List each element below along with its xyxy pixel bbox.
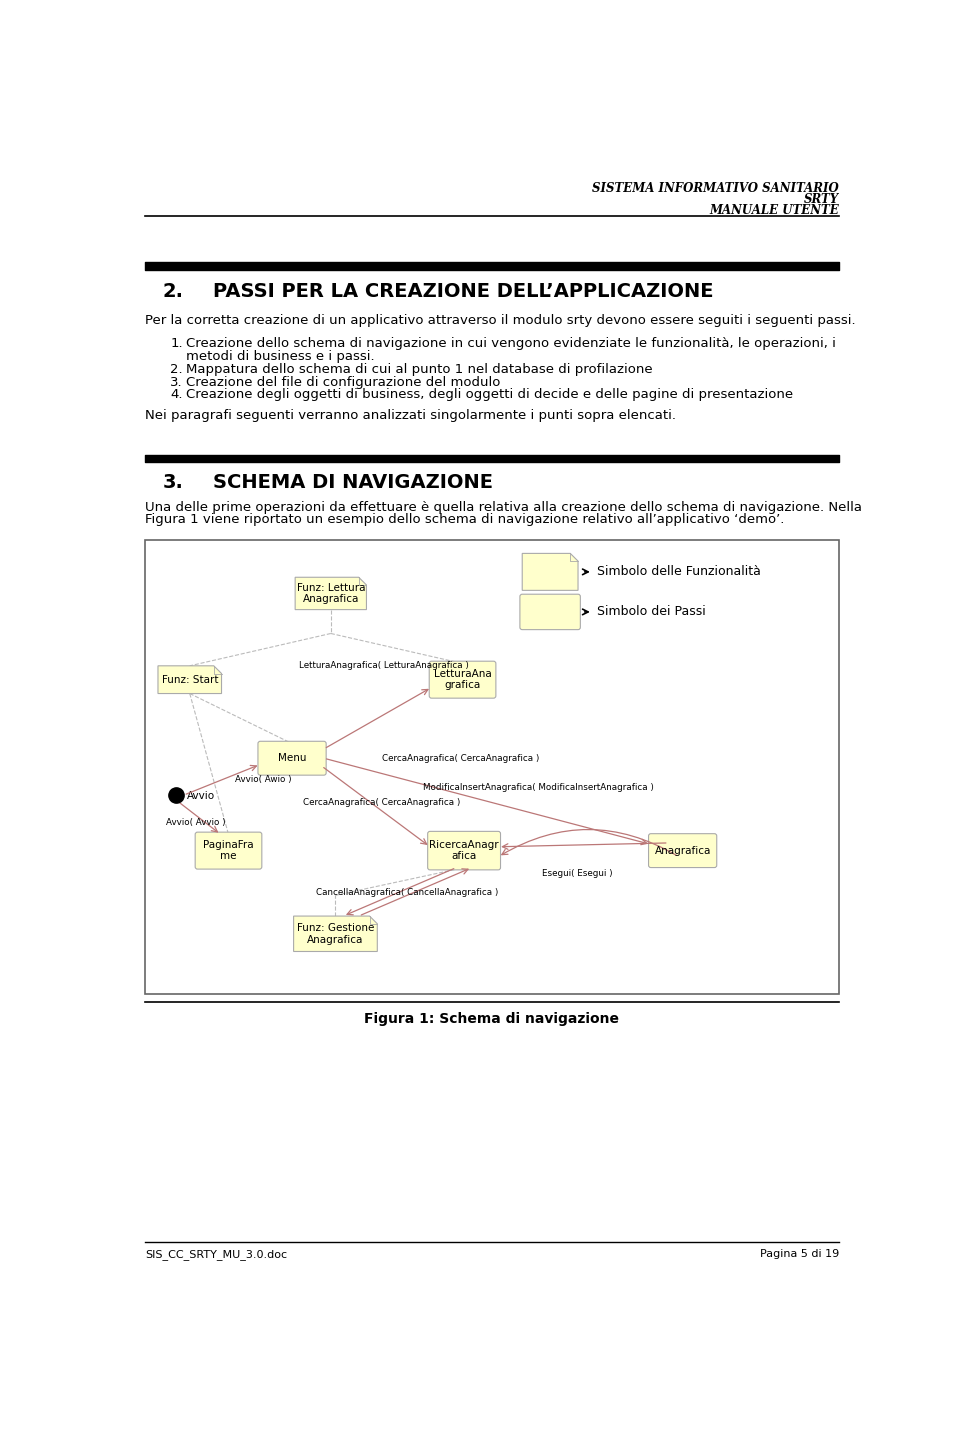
FancyBboxPatch shape <box>258 742 326 775</box>
FancyBboxPatch shape <box>427 832 500 870</box>
Text: Menu: Menu <box>277 753 306 763</box>
Text: Mappatura dello schema di cui al punto 1 nel database di profilazione: Mappatura dello schema di cui al punto 1… <box>186 363 653 376</box>
Text: 1.: 1. <box>170 337 183 350</box>
Polygon shape <box>294 916 377 952</box>
FancyBboxPatch shape <box>649 833 717 867</box>
Text: SCHEMA DI NAVIGAZIONE: SCHEMA DI NAVIGAZIONE <box>213 473 493 493</box>
Text: 2.: 2. <box>170 363 183 376</box>
Text: Figura 1: Schema di navigazione: Figura 1: Schema di navigazione <box>365 1012 619 1026</box>
Text: Anagrafica: Anagrafica <box>655 846 710 856</box>
Bar <box>145 540 839 993</box>
Text: SRTY: SRTY <box>804 193 839 206</box>
Text: 3.: 3. <box>170 376 183 389</box>
Text: metodi di business e i passi.: metodi di business e i passi. <box>186 350 374 363</box>
Text: 2.: 2. <box>162 282 183 300</box>
Text: Per la corretta creazione di un applicativo attraverso il modulo srty devono ess: Per la corretta creazione di un applicat… <box>145 314 855 327</box>
Polygon shape <box>295 577 367 610</box>
Text: SIS_CC_SRTY_MU_3.0.doc: SIS_CC_SRTY_MU_3.0.doc <box>145 1249 287 1260</box>
Text: Esegui( Esegui ): Esegui( Esegui ) <box>542 869 612 879</box>
Polygon shape <box>158 666 222 693</box>
Text: Pagina 5 di 19: Pagina 5 di 19 <box>760 1249 839 1259</box>
Text: LetturaAna
grafica: LetturaAna grafica <box>434 669 492 690</box>
Text: CercaAnagrafica( CercaAnagrafica ): CercaAnagrafica( CercaAnagrafica ) <box>303 799 461 807</box>
Text: Avvio: Avvio <box>186 790 215 800</box>
Text: Creazione del file di configurazione del modulo: Creazione del file di configurazione del… <box>186 376 500 389</box>
Text: SISTEMA INFORMATIVO SANITARIO: SISTEMA INFORMATIVO SANITARIO <box>592 183 839 196</box>
Text: Nei paragrafi seguenti verranno analizzati singolarmente i punti sopra elencati.: Nei paragrafi seguenti verranno analizza… <box>145 409 676 422</box>
Text: Simbolo delle Funzionalità: Simbolo delle Funzionalità <box>596 566 760 579</box>
Text: Simbolo dei Passi: Simbolo dei Passi <box>596 606 706 619</box>
Text: PaginaFra
me: PaginaFra me <box>204 840 253 862</box>
Text: Avvio( Awio ): Avvio( Awio ) <box>234 776 291 785</box>
Text: RicercaAnagr
afica: RicercaAnagr afica <box>429 840 499 862</box>
Polygon shape <box>522 553 578 590</box>
Text: CancellaAnagrafica( CancellaAnagrafica ): CancellaAnagrafica( CancellaAnagrafica ) <box>316 889 498 897</box>
Text: LetturaAnagrafica( LetturaAnagrafica ): LetturaAnagrafica( LetturaAnagrafica ) <box>299 662 468 670</box>
Text: Funz: Start: Funz: Start <box>161 674 218 684</box>
Text: Funz: Gestione
Anagrafica: Funz: Gestione Anagrafica <box>297 923 374 945</box>
Text: Avvio( Avvio ): Avvio( Avvio ) <box>166 819 227 827</box>
Text: Funz: Lettura
Anagrafica: Funz: Lettura Anagrafica <box>297 583 365 604</box>
FancyBboxPatch shape <box>195 832 262 869</box>
Text: PASSI PER LA CREAZIONE DELL’APPLICAZIONE: PASSI PER LA CREAZIONE DELL’APPLICAZIONE <box>213 282 713 300</box>
Text: 3.: 3. <box>162 473 183 493</box>
FancyBboxPatch shape <box>429 662 496 699</box>
Text: Figura 1 viene riportato un esempio dello schema di navigazione relativo all’app: Figura 1 viene riportato un esempio dell… <box>145 513 784 526</box>
Text: Una delle prime operazioni da effettuare è quella relativa alla creazione dello : Una delle prime operazioni da effettuare… <box>145 502 862 514</box>
FancyBboxPatch shape <box>520 594 581 630</box>
Text: MANUALE UTENTE: MANUALE UTENTE <box>709 204 839 217</box>
Text: Creazione degli oggetti di business, degli oggetti di decide e delle pagine di p: Creazione degli oggetti di business, deg… <box>186 387 793 402</box>
Text: ModificaInsertAnagrafica( ModificaInsertAnagrafica ): ModificaInsertAnagrafica( ModificaInsert… <box>423 783 654 792</box>
Text: 4.: 4. <box>170 387 182 402</box>
Text: CercaAnagrafica( CercaAnagrafica ): CercaAnagrafica( CercaAnagrafica ) <box>382 753 540 763</box>
Text: Creazione dello schema di navigazione in cui vengono evidenziate le funzionalità: Creazione dello schema di navigazione in… <box>186 337 836 350</box>
